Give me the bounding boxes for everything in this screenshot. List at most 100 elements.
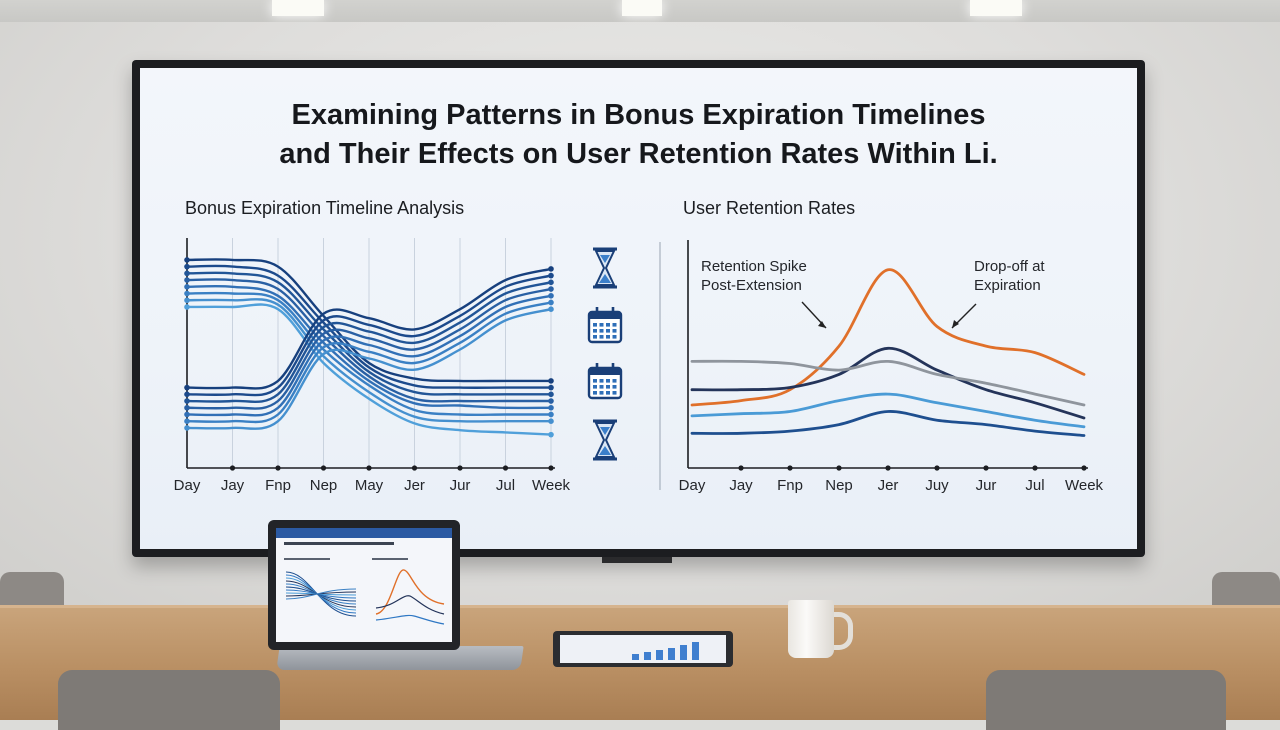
chart-1-series-end-point	[548, 391, 554, 398]
calendar-day-cell	[599, 335, 604, 339]
calendar-icon	[587, 363, 623, 400]
chart-2-x-tick-mark	[738, 465, 744, 471]
chart-1-x-tick-mark	[229, 465, 236, 471]
chart-1-series-start-point	[184, 290, 190, 297]
chart-1-series-end-point	[548, 384, 554, 391]
slide-title: Examining Patterns in Bonus Expiration T…	[140, 96, 1137, 174]
calendar-day-cell	[599, 329, 604, 333]
chart-2-x-tick-mark	[885, 465, 891, 471]
chart-1-x-tick-label: Nep	[309, 477, 338, 494]
chart-2-series-line	[690, 268, 1086, 407]
chart-1-series-start-point	[184, 418, 190, 425]
chart-1-series-start-point	[184, 398, 190, 404]
chart-2-x-tick-label: Jul	[1025, 477, 1045, 494]
tablet-bar	[668, 648, 675, 660]
hourglass-frame	[593, 247, 617, 289]
calendar-day-cell	[606, 391, 610, 395]
calendar-day-cell	[593, 391, 597, 395]
chart-1-series-end-point	[548, 279, 554, 286]
tablet-bar	[632, 654, 639, 660]
calendar-day-cell	[599, 385, 604, 389]
chart-2-x-tick-label: Juy	[925, 477, 949, 494]
chart-1-series-line	[185, 281, 553, 404]
chart-2-x-tick-mark	[836, 465, 842, 471]
chart-1-series-line	[185, 284, 553, 410]
chart-1-x-tick-mark	[548, 465, 554, 471]
laptop-toolbar	[276, 528, 452, 538]
chart-2-series-line	[690, 392, 1086, 429]
calendar-header	[589, 368, 621, 375]
laptop-chart-thumbnail	[284, 542, 445, 625]
laptop-subtitle-stroke	[284, 558, 330, 560]
calendar-day-cell	[593, 379, 597, 383]
calendar-day-cell	[599, 323, 604, 327]
chart-1-series-start-point	[184, 425, 190, 431]
ceiling-light	[622, 0, 662, 16]
annotation-retention-spike: Retention Spike Post-Extension	[701, 257, 807, 295]
chart-1-series-end-point	[548, 411, 554, 418]
chart-2-x-tick-label: Jur	[975, 477, 997, 494]
chart-1-series-line	[185, 298, 553, 423]
chart-2-x-tick-mark	[934, 465, 940, 471]
annotation-arrowhead	[818, 321, 826, 328]
chart-1-x-tick-label: Fnp	[265, 477, 291, 494]
laptop-title-stroke	[284, 542, 394, 545]
laptop-thumb-line	[375, 614, 445, 625]
chart-1-series-start-point	[184, 257, 190, 263]
annotation-drop-off: Drop-off at Expiration	[974, 257, 1045, 295]
chart-1-series-end-point	[548, 431, 554, 438]
chart-1-x-tick-label: May	[354, 477, 384, 494]
slide-title-line-2: and Their Effects on User Retention Rate…	[279, 138, 998, 170]
chart-1-series-end-point	[548, 286, 554, 292]
annotation-retention-spike-line-2: Post-Extension	[701, 277, 802, 294]
slide-title-line-1: Examining Patterns in Bonus Expiration T…	[291, 99, 986, 131]
laptop-thumb-line	[375, 595, 445, 615]
chart-1-series-end-point	[548, 398, 554, 404]
chart-1-series-start-point	[184, 284, 190, 290]
user-retention-chart	[659, 240, 1088, 490]
calendar-day-cell	[606, 329, 610, 333]
chart-2-title: User Retention Rates	[683, 198, 856, 218]
calendar-day-cell	[593, 323, 597, 327]
chart-2-x-tick-mark	[983, 465, 989, 471]
tablet-bar	[644, 652, 651, 660]
calendar-day-cell	[593, 329, 597, 333]
calendar-day-cell	[599, 391, 604, 395]
chart-1-x-tick-mark	[411, 465, 418, 471]
calendar-day-cell	[612, 391, 617, 395]
hourglass-icon	[593, 419, 617, 461]
chart-1-series-start-point	[184, 297, 190, 304]
chart-1-x-tick-label: Jur	[449, 477, 471, 494]
hourglass-glass	[594, 250, 616, 286]
calendar-rings	[595, 307, 615, 315]
chart-1-x-tick-label: Jay	[220, 477, 245, 494]
hourglass-icon	[593, 247, 617, 289]
chart-2-series-line	[690, 410, 1086, 437]
chart-1-series-start-point	[184, 404, 190, 411]
laptop-subtitle-stroke	[372, 558, 408, 560]
chart-2-series-line	[690, 346, 1086, 420]
chart-1-series-line	[185, 303, 553, 436]
hourglass-glass	[594, 422, 616, 458]
chart-1-series-end-point	[548, 378, 554, 384]
table-edge	[0, 605, 1280, 610]
calendar-icon	[587, 307, 623, 344]
chart-1-series-line	[185, 278, 553, 403]
ceiling-light	[970, 0, 1022, 16]
chart-1-series-end-point	[548, 404, 554, 411]
chart-1-x-tick-mark	[366, 465, 372, 471]
annotation-drop-off-line-1: Drop-off at	[974, 258, 1045, 275]
calendar-day-cell	[606, 385, 610, 389]
chart-1-series-line	[185, 294, 553, 417]
chart-2-x-tick-label: Day	[678, 477, 706, 494]
chart-1-x-tick-mark	[457, 465, 463, 471]
chart-2-series-line	[690, 359, 1086, 407]
hourglass-sand	[599, 255, 611, 283]
calendar-day-cell	[593, 335, 597, 339]
calendar-header	[589, 312, 621, 319]
calendar-rings	[595, 363, 615, 371]
chart-1-series-end-point	[548, 292, 554, 299]
chart-2-x-tick-label: Jer	[877, 477, 899, 494]
chart-1-series-end-point	[548, 272, 554, 279]
chart-1-x-tick-label: Jul	[495, 477, 516, 494]
